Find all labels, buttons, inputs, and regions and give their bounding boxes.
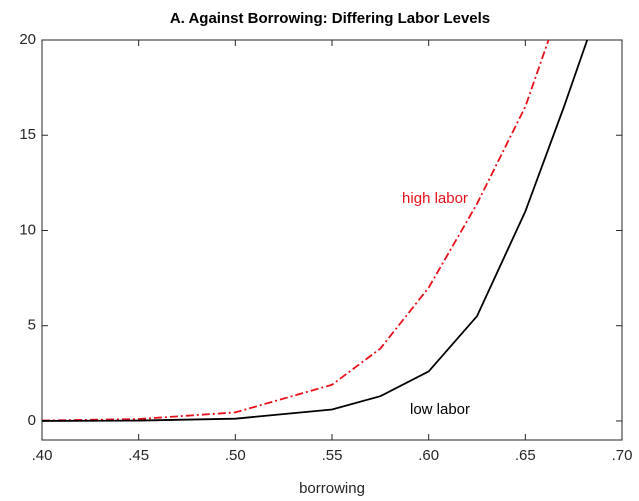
x-tick-label: .60: [418, 447, 439, 464]
series-line: [41, 39, 589, 422]
series-label: low labor: [410, 401, 470, 418]
x-tick-label: .40: [32, 447, 53, 464]
series-label: high labor: [402, 190, 468, 207]
x-tick-label: .70: [612, 447, 633, 464]
y-tick-label: 20: [19, 31, 36, 48]
y-tick-label: 10: [19, 221, 36, 238]
x-tick-label: .45: [128, 447, 149, 464]
y-tick-label: 15: [19, 126, 36, 143]
x-axis-label: borrowing: [299, 480, 365, 497]
y-tick-label: 5: [28, 317, 36, 334]
x-tick-label: .50: [225, 447, 246, 464]
x-tick-label: .55: [322, 447, 343, 464]
plot-frame: [41, 39, 623, 441]
x-tick-label: .65: [515, 447, 536, 464]
chart-title: A. Against Borrowing: Differing Labor Le…: [170, 10, 490, 27]
series-line: [41, 39, 550, 422]
y-tick-label: 0: [28, 412, 36, 429]
